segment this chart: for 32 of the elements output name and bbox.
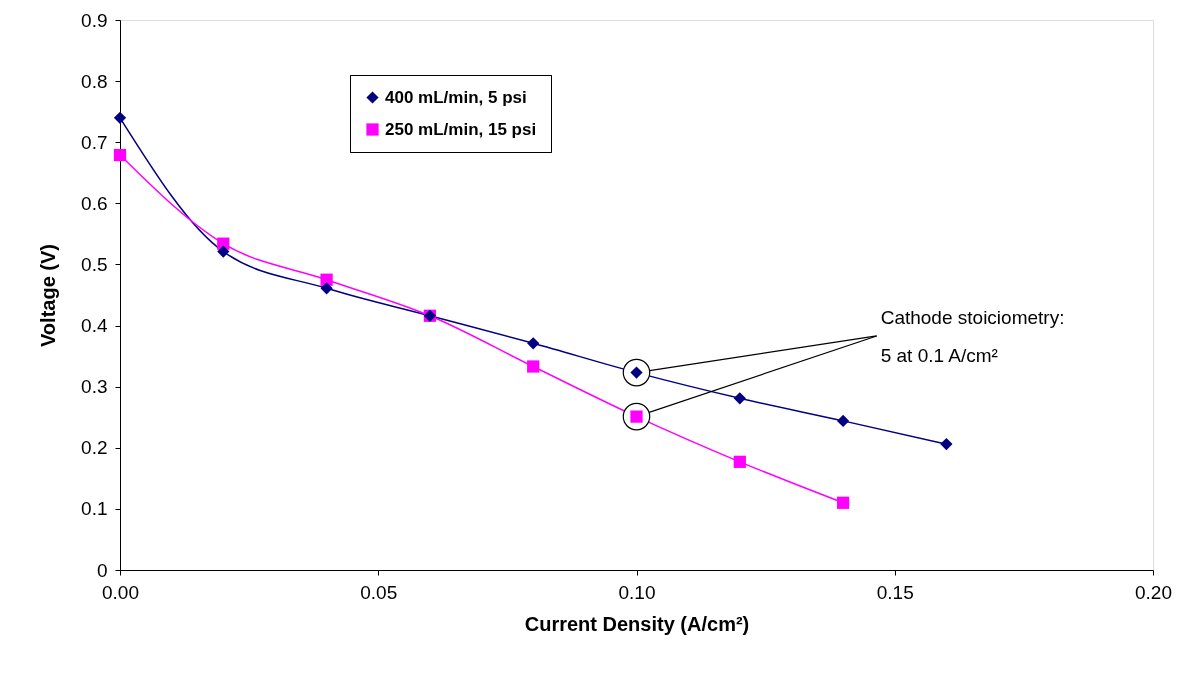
point <box>940 437 953 451</box>
annotation: Cathode stoiciometry: 5 at 0.1 A/cm² <box>880 306 1065 366</box>
y-tick-label: 0.8 <box>81 70 108 92</box>
y-tick-label: 0.6 <box>81 192 108 214</box>
y-tick-label: 0.5 <box>81 253 108 275</box>
y-tick-label: 0.9 <box>81 9 108 31</box>
x-tick-label: 0.20 <box>1135 581 1172 603</box>
point <box>113 148 127 162</box>
x-tick-label: 0.05 <box>360 581 398 603</box>
x-tick-label: 0.15 <box>876 581 914 603</box>
y-tick-label: 0.1 <box>81 498 108 520</box>
x-axis-title: Current Density (A/cm²) <box>524 612 750 635</box>
point <box>836 414 850 428</box>
point <box>113 111 127 124</box>
point <box>836 496 850 509</box>
point <box>320 282 333 295</box>
y-tick-label: 0.2 <box>81 437 108 459</box>
x-tick-label: 0.10 <box>618 581 656 603</box>
point <box>527 337 540 350</box>
point <box>733 392 746 405</box>
y-axis-title: Voltage (V) <box>37 244 60 347</box>
y-tick-label: 0.3 <box>81 376 108 398</box>
y-tick-label: 0.7 <box>81 131 108 153</box>
point <box>733 455 746 468</box>
y-tick-label: 0 <box>96 559 108 581</box>
x-tick-label: 0.00 <box>102 581 139 603</box>
legend-label: 400 mL/min, 5 psi <box>385 87 527 107</box>
point <box>527 360 540 373</box>
point <box>320 273 333 286</box>
y-tick-label: 0.4 <box>81 315 108 337</box>
legend-label: 250 mL/min, 15 psi <box>385 119 537 139</box>
point <box>217 245 230 258</box>
